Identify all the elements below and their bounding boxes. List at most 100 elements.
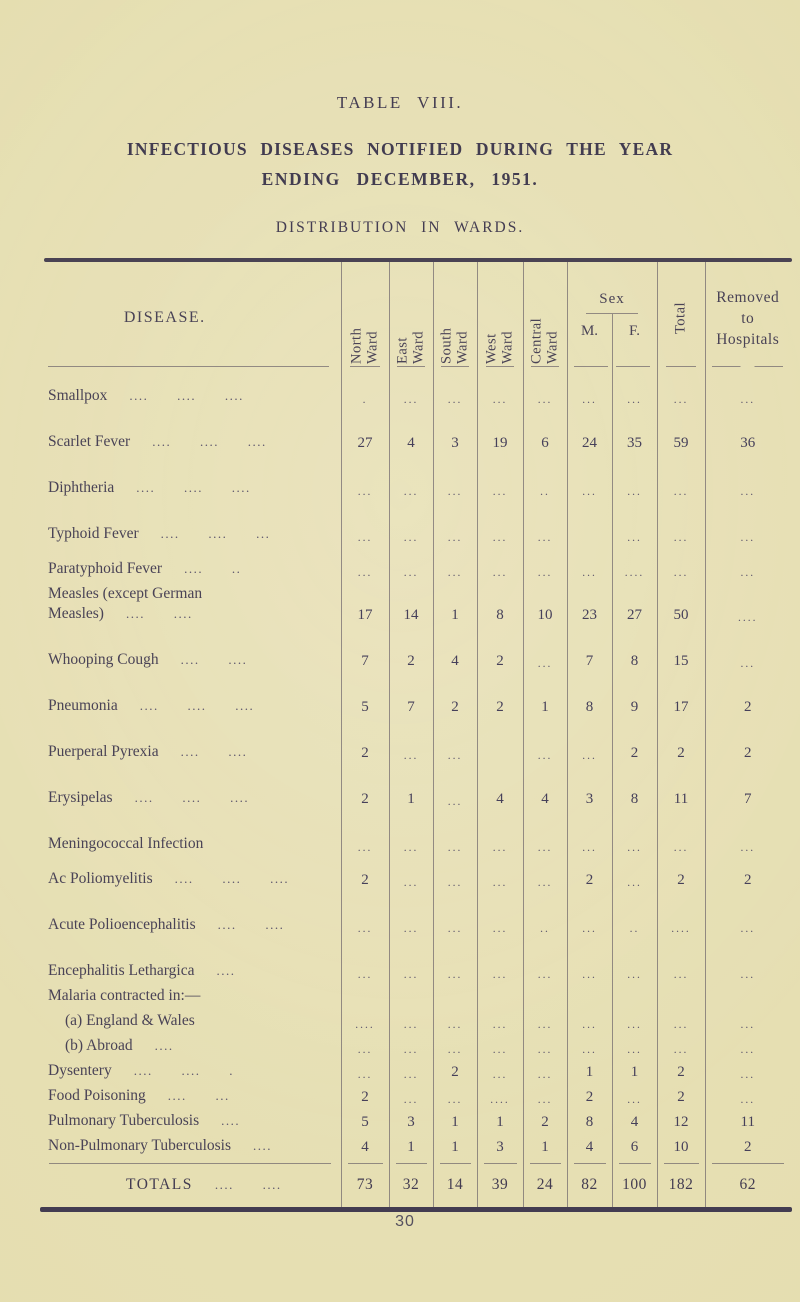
value-cell: ... [432, 1009, 477, 1034]
disease-name: Measles) [48, 605, 104, 622]
disease-cell: Meningococcal Infection [45, 811, 341, 857]
value-cell: 1 [566, 1059, 612, 1084]
value-cell: ... [522, 547, 567, 582]
value-cell: 2 [611, 719, 657, 765]
value-cell: ... [704, 811, 790, 857]
value-cell: ... [340, 1034, 389, 1059]
value-cell: 8 [566, 1109, 612, 1134]
table-row: Pulmonary Tuberculosis.... 5 3 1 1 2 8 4 12 11 [45, 1109, 790, 1134]
value-cell: ... [566, 455, 612, 501]
value-cell: ... [476, 811, 523, 857]
value-cell: ... [340, 892, 389, 938]
disease-cell: Pulmonary Tuberculosis.... [45, 1109, 341, 1134]
value-cell: 2 [656, 1084, 705, 1109]
value-cell: 5 [340, 673, 389, 719]
disease-label-line: Measles) .... .... [48, 604, 341, 624]
value-cell: 1 [611, 1059, 657, 1084]
disease-label-line: Diphtheria .... .... .... [48, 478, 341, 498]
value-cell: 2 [566, 857, 612, 892]
value-cell: 1 [476, 1109, 523, 1134]
value-cell: ... [340, 1059, 389, 1084]
value-cell: ... [432, 719, 477, 765]
disease-cell: Non-Pulmonary Tuberculosis.... [45, 1134, 341, 1159]
disease-cell: Erysipelas .... .... .... [45, 765, 341, 811]
value-cell [656, 984, 705, 1009]
totals-value-cell: 39 [476, 1159, 523, 1207]
value-cell: ... [611, 857, 657, 892]
value-cell: ... [656, 1034, 705, 1059]
disease-label-line: Puerperal Pyrexia .... .... [48, 742, 341, 762]
disease-cell: Dysentery .... .... . [45, 1059, 341, 1084]
disease-cell: Pneumonia .... .... .... [45, 673, 341, 719]
value-cell: 6 [522, 409, 567, 455]
value-cell: 8 [611, 765, 657, 811]
dot-leaders: .... .... .... [134, 790, 250, 805]
col-header-east-ward: East Ward [388, 262, 433, 374]
value-cell: 23 [566, 582, 612, 627]
value-cell: 10 [656, 1134, 705, 1159]
value-cell: 7 [704, 765, 790, 811]
dot-leaders: .... .... . [133, 1063, 234, 1078]
value-cell: 3 [476, 1134, 523, 1159]
disease-name: Food Poisoning [48, 1087, 146, 1104]
disease-name: Smallpox [48, 387, 108, 404]
disease-label-line: (a) England & Wales [48, 1011, 341, 1031]
value-cell: ... [432, 547, 477, 582]
value-cell: ... [566, 374, 612, 409]
value-cell: ... [340, 547, 389, 582]
value-cell: .... [704, 582, 790, 627]
value-cell: ... [522, 1009, 567, 1034]
col-header-male: M. [580, 323, 599, 339]
disease-cell: Ac Poliomyelitis .... .... .... [45, 857, 341, 892]
value-cell: 6 [611, 1134, 657, 1159]
dot-leaders: .... .... ... [160, 526, 271, 541]
disease-cell: Diphtheria .... .... .... [45, 455, 341, 501]
disease-label-line: Food Poisoning .... ... [48, 1086, 341, 1106]
sex-underline [586, 313, 638, 314]
header-underline [397, 366, 425, 367]
disease-name: Diphtheria [48, 479, 115, 496]
value-cell: ... [704, 892, 790, 938]
value-cell: ... [611, 501, 657, 547]
disease-name: Malaria contracted in:— [48, 987, 201, 1004]
document-header: TABLE VIII. INFECTIOUS DISEASES NOTIFIED… [0, 0, 800, 237]
value-cell: ... [656, 501, 705, 547]
col-header-female: F. [611, 314, 657, 374]
disease-label-line: Pulmonary Tuberculosis.... [48, 1111, 341, 1131]
table-row: Typhoid Fever .... .... .................… [45, 501, 790, 547]
document-title-line1: INFECTIOUS DISEASES NOTIFIED DURING THE … [126, 139, 674, 159]
value-cell: ... [432, 811, 477, 857]
col-header-removed-to-hospitals: Removed to Hospitals [704, 262, 790, 374]
value-cell: 7 [388, 673, 433, 719]
dot-leaders: .... .... .... [139, 698, 255, 713]
value-cell [611, 984, 657, 1009]
value-cell: .... [476, 1084, 523, 1109]
value-cell: 59 [656, 409, 705, 455]
disease-label-line: Scarlet Fever .... .... .... [48, 432, 341, 452]
value-cell: ... [704, 1034, 790, 1059]
dot-leaders: .... [216, 963, 236, 978]
value-cell: ... [476, 1009, 523, 1034]
value-cell: ... [388, 719, 433, 765]
value-cell: ... [611, 1034, 657, 1059]
col-header-south-ward: South Ward [432, 262, 477, 374]
col-header-total: Total [656, 262, 705, 374]
value-cell: ... [656, 374, 705, 409]
value-cell: 4 [432, 627, 477, 673]
dot-leaders: .... .... [214, 1177, 282, 1192]
value-cell: ... [566, 1009, 612, 1034]
col-header-sex: Sex M. F. [566, 262, 657, 374]
value-cell: 2 [704, 857, 790, 892]
value-cell: 11 [656, 765, 705, 811]
value-cell: ... [388, 938, 433, 984]
table-body: Smallpox.... .... ......................… [45, 374, 790, 1207]
value-cell: .. [522, 892, 567, 938]
dot-leaders: .... .... [125, 606, 193, 621]
header-underline [573, 366, 608, 367]
dot-leaders: .... .... .... [174, 871, 290, 886]
disease-name: Pulmonary Tuberculosis [48, 1112, 200, 1129]
value-cell: 2 [704, 1134, 790, 1159]
value-cell: 9 [611, 673, 657, 719]
value-cell: ... [704, 1084, 790, 1109]
table-row: Acute Polioencephalitis.... ............… [45, 892, 790, 938]
